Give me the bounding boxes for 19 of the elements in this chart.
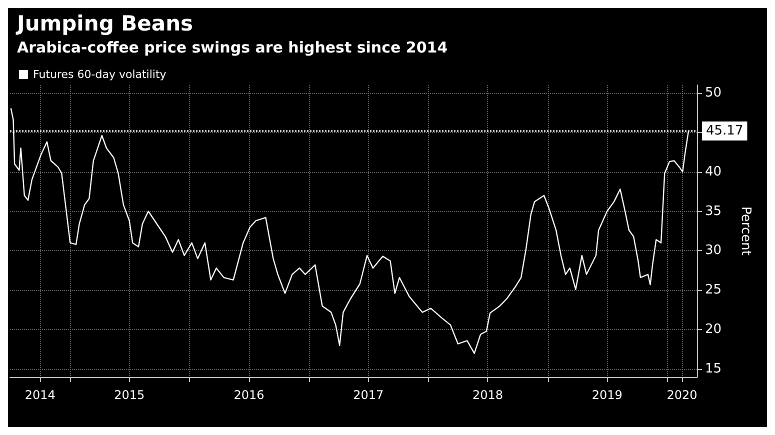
x-tick-label: 2014 [24, 388, 56, 402]
chart-subtitle: Arabica-coffee price swings are highest since 2014 [17, 38, 448, 56]
y-tick-label: 40 [705, 164, 722, 180]
y-tick-label: 50 [705, 85, 722, 100]
x-tick-label: 2016 [234, 388, 264, 402]
x-tick-label: 2019 [592, 388, 622, 402]
x-tick-label: 2017 [353, 388, 384, 402]
x-tick-label: 2015 [114, 388, 145, 402]
legend-label: Futures 60-day volatility [33, 68, 167, 81]
x-tick-label: 2018 [472, 388, 503, 402]
y-axis-title: Percent [738, 206, 753, 256]
ref-line-label: 45.17 [706, 124, 744, 139]
y-tick-label: 35 [705, 204, 722, 219]
x-tick-label: 2020 [666, 388, 698, 402]
y-tick-label: 15 [705, 362, 722, 377]
y-tick-label: 30 [705, 243, 722, 258]
y-tick-label: 25 [705, 282, 722, 298]
chart-title: Jumping Beans [15, 12, 194, 36]
y-tick-label: 20 [705, 322, 722, 338]
